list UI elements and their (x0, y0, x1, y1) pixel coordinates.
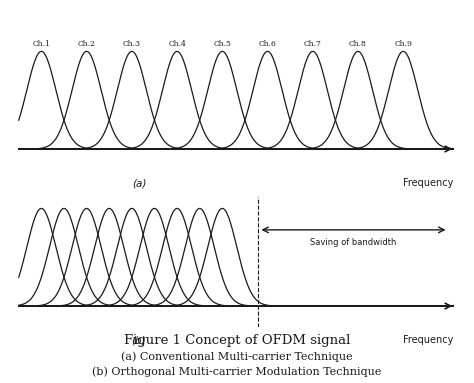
Text: Ch.2: Ch.2 (78, 41, 96, 49)
Text: (a): (a) (132, 178, 146, 188)
Text: Frequency: Frequency (403, 335, 454, 345)
Text: Figure 1 Concept of OFDM signal: Figure 1 Concept of OFDM signal (124, 334, 350, 347)
Text: (b): (b) (132, 335, 146, 345)
Text: Ch.5: Ch.5 (213, 41, 231, 49)
Text: Ch.4: Ch.4 (168, 41, 186, 49)
Text: Ch.7: Ch.7 (304, 41, 322, 49)
Text: Saving of bandwidth: Saving of bandwidth (310, 238, 397, 247)
Text: Ch.8: Ch.8 (349, 41, 367, 49)
Text: Ch.1: Ch.1 (32, 41, 50, 49)
Text: Ch.9: Ch.9 (394, 41, 412, 49)
Text: (b) Orthogonal Multi-carrier Modulation Technique: (b) Orthogonal Multi-carrier Modulation … (92, 366, 382, 377)
Text: (a) Conventional Multi-carrier Technique: (a) Conventional Multi-carrier Technique (121, 352, 353, 362)
Text: Ch.6: Ch.6 (259, 41, 276, 49)
Text: Frequency: Frequency (403, 178, 454, 188)
Text: Ch.3: Ch.3 (123, 41, 141, 49)
